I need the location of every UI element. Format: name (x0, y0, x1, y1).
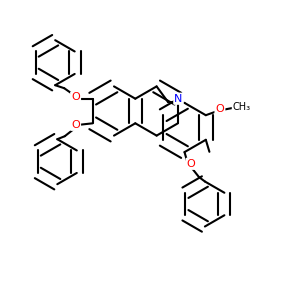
Text: N: N (174, 94, 183, 104)
Text: CH₃: CH₃ (233, 101, 251, 112)
Text: O: O (215, 104, 224, 114)
Text: O: O (71, 92, 80, 103)
Text: O: O (187, 159, 196, 169)
Text: O: O (71, 120, 80, 130)
